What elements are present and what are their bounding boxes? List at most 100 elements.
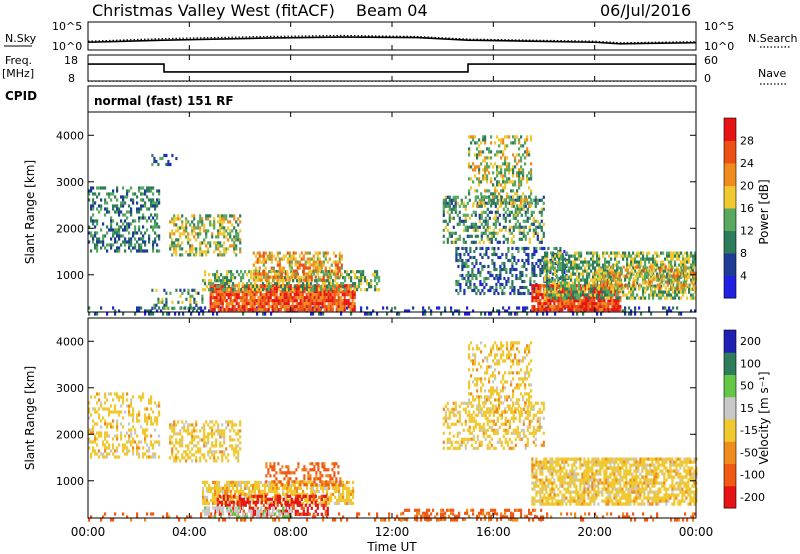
heatmap-cell (470, 213, 473, 217)
heatmap-cell (246, 282, 249, 286)
heatmap-cell (116, 222, 119, 226)
heatmap-cell (486, 147, 489, 151)
nave-ytick-bottom: 0 (704, 72, 711, 85)
heatmap-cell (179, 247, 182, 251)
heatmap-cell (514, 192, 517, 196)
heatmap-cell (221, 244, 224, 248)
heatmap-cell (456, 237, 459, 241)
heatmap-cell (526, 312, 529, 316)
heatmap-cell (495, 282, 498, 287)
heatmap-cell (514, 216, 517, 220)
heatmap-cell (461, 264, 464, 269)
heatmap-cell (676, 290, 679, 294)
heatmap-cell (220, 486, 223, 490)
heatmap-cell (303, 290, 306, 294)
heatmap-cell (333, 296, 336, 300)
heatmap-cell (267, 290, 270, 294)
heatmap-cell (225, 214, 228, 218)
heatmap-cell (606, 251, 609, 255)
heatmap-cell (259, 296, 262, 300)
heatmap-cell (360, 309, 363, 313)
heatmap-cell (510, 312, 513, 316)
heatmap-cell (298, 486, 301, 490)
heatmap-cell (219, 287, 222, 291)
heatmap-cell (642, 296, 645, 300)
heatmap-cell (311, 302, 314, 306)
heatmap-cell (376, 288, 379, 292)
heatmap-cell (465, 261, 468, 266)
heatmap-cell (611, 296, 614, 300)
heatmap-cell (550, 266, 553, 270)
heatmap-cell (124, 228, 127, 232)
heatmap-cell (538, 210, 541, 214)
heatmap-cell (220, 282, 223, 286)
heatmap-cell (602, 274, 605, 278)
heatmap-cell (179, 294, 182, 298)
heatmap-cell (232, 498, 235, 502)
heatmap-cell (666, 254, 669, 258)
heatmap-cell (163, 153, 166, 158)
heatmap-cell (498, 312, 501, 316)
heatmap-cell (259, 290, 262, 294)
heatmap-cell (96, 246, 99, 250)
beam-label: Beam 04 (356, 1, 428, 20)
heatmap-cell (221, 223, 224, 227)
heatmap-cell (356, 515, 359, 519)
heatmap-cell (498, 228, 501, 232)
heatmap-cell (666, 275, 669, 279)
heatmap-cell (426, 518, 429, 522)
heatmap-cell (364, 288, 367, 292)
heatmap-cell (301, 293, 304, 297)
heatmap-cell (496, 210, 499, 214)
heatmap-cell (216, 495, 219, 499)
heatmap-cell (228, 279, 231, 283)
heatmap-cell (315, 305, 318, 309)
heatmap-cell (692, 265, 695, 269)
heatmap-cell (212, 486, 215, 490)
heatmap-cell (302, 285, 305, 289)
heatmap-cell (648, 260, 651, 264)
heatmap-cell (516, 312, 519, 316)
heatmap-cell (214, 512, 217, 516)
heatmap-cell (94, 246, 97, 250)
heatmap-cell (330, 269, 333, 273)
heatmap-cell (512, 189, 515, 193)
heatmap-cell (326, 273, 329, 277)
heatmap-cell (513, 258, 516, 263)
heatmap-cell (511, 261, 514, 266)
heatmap-cell (236, 483, 239, 487)
heatmap-cell (150, 213, 153, 217)
heatmap-cell (346, 270, 349, 274)
heatmap-cell (231, 244, 234, 248)
heatmap-cell (204, 282, 207, 286)
heatmap-cell (612, 283, 615, 287)
heatmap-cell (574, 284, 577, 288)
heatmap-cell (602, 515, 605, 519)
heatmap-cell (628, 271, 631, 275)
heatmap-cell (540, 225, 543, 229)
heatmap-cell (479, 273, 482, 278)
heatmap-cell (446, 228, 449, 232)
heatmap-cell (684, 274, 687, 278)
heatmap-cell (154, 201, 157, 205)
heatmap-cell (543, 299, 546, 303)
heatmap-cell (140, 204, 143, 208)
heatmap-cell (260, 272, 263, 276)
heatmap-cell (304, 260, 307, 264)
heatmap-cell (466, 306, 469, 310)
heatmap-cell (220, 495, 223, 499)
heatmap-cell (178, 312, 181, 316)
heatmap-cell (622, 286, 625, 290)
heatmap-cell (557, 299, 560, 303)
heatmap-cell (672, 254, 675, 258)
heatmap-cell (494, 192, 497, 196)
heatmap-cell (100, 198, 103, 202)
heatmap-cell (254, 276, 257, 280)
heatmap-cell (275, 302, 278, 306)
heatmap-cell (329, 296, 332, 300)
heatmap-cell (694, 281, 697, 285)
heatmap-cell (114, 240, 117, 244)
heatmap-cell (539, 293, 542, 297)
heatmap-cell (442, 240, 445, 244)
